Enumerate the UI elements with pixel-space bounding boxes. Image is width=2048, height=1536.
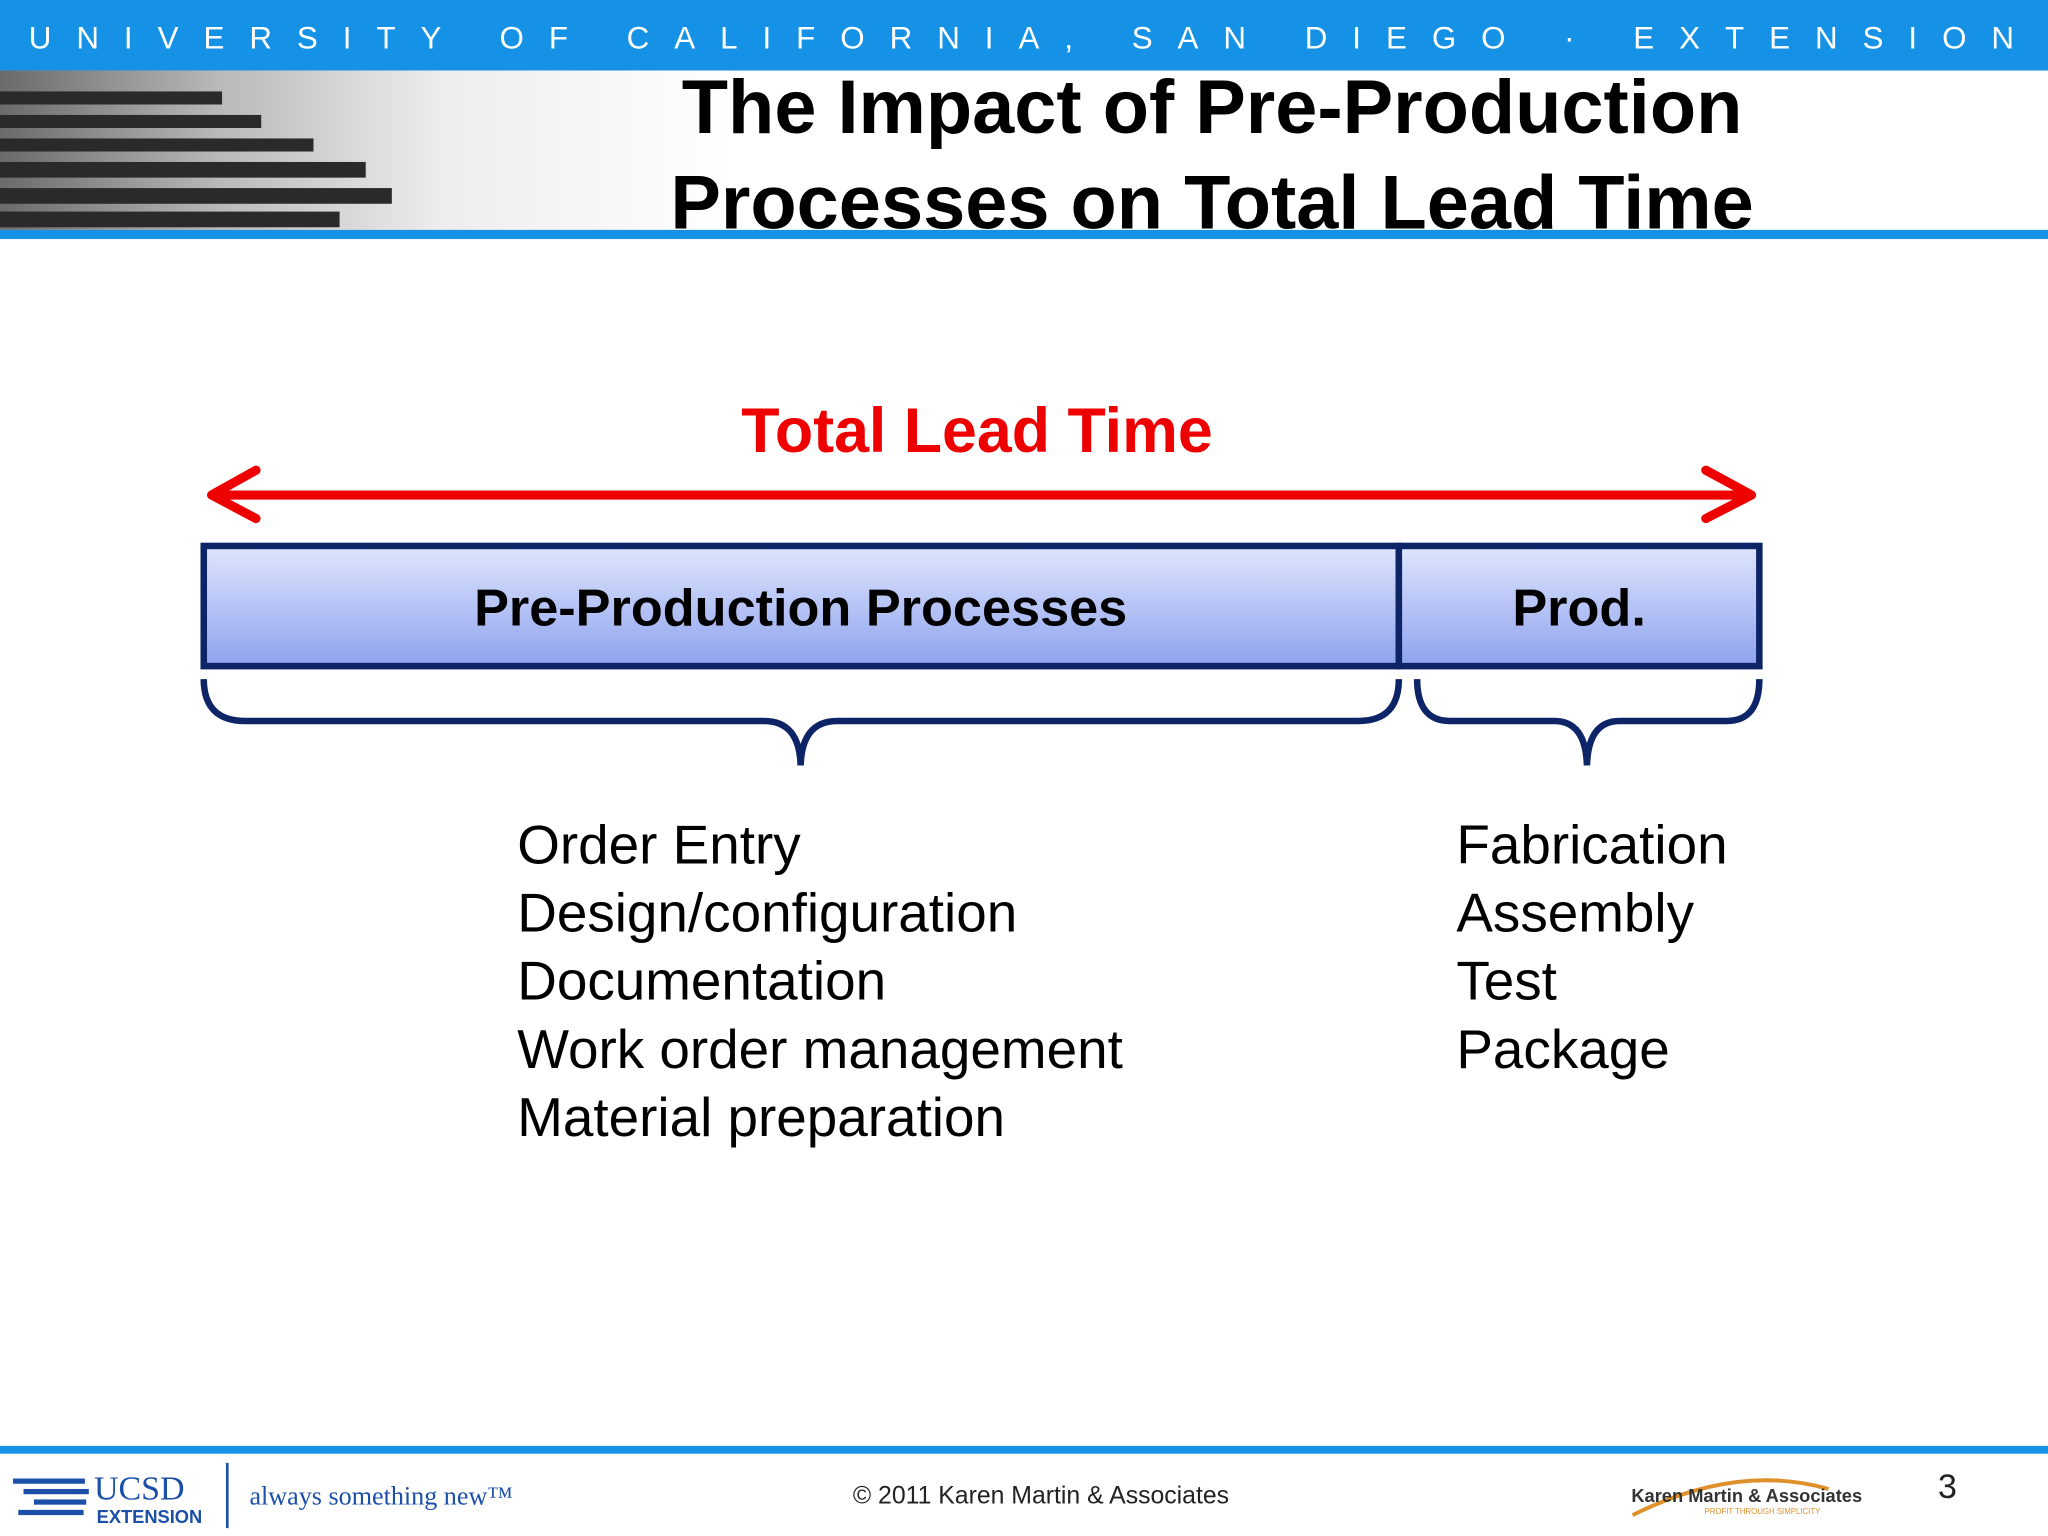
braces — [200, 679, 1763, 766]
copyright: © 2011 Karen Martin & Associates — [853, 1482, 1229, 1509]
ucsd-logo-mark — [13, 1478, 89, 1516]
footer-rule — [0, 1445, 2048, 1454]
list-item: Order Entry — [517, 813, 801, 875]
item-lists: Order Entry Design/configurationDocumenta… — [517, 813, 1727, 1148]
list-item: Test — [1456, 950, 1557, 1012]
list-item: Material preparation — [517, 1086, 1005, 1148]
list-item: Fabrication — [1456, 813, 1727, 875]
header-rule — [0, 229, 2048, 240]
ucsd-logo: UCSD — [94, 1470, 185, 1507]
span-arrow — [207, 465, 1757, 524]
banner-bar — [0, 0, 2048, 71]
segment-box — [200, 542, 1403, 670]
company-logo: Karen Martin & Associates — [1631, 1485, 1862, 1506]
list-item: Work order management — [517, 1018, 1123, 1080]
company-tagline: PROFIT THROUGH SIMPLICITY — [1704, 1507, 1821, 1516]
tagline: always something new™ — [249, 1482, 512, 1511]
list-item: Design/configuration — [517, 882, 1017, 944]
company-swoosh — [1631, 1478, 1830, 1517]
segment-label: Prod. — [1512, 580, 1646, 638]
building-graphic — [0, 91, 392, 228]
span-label: Total Lead Time — [741, 396, 1212, 466]
list-item: Documentation — [517, 950, 886, 1012]
ucsd-logo-sub: EXTENSION — [97, 1506, 203, 1527]
slide-title: Processes on Total Lead Time — [670, 161, 1753, 246]
list-item: Assembly — [1456, 882, 1694, 944]
slide-title: The Impact of Pre-Production — [682, 65, 1743, 150]
segment-box — [1395, 542, 1763, 670]
page-number: 3 — [1938, 1468, 1957, 1506]
segment-label: Pre-Production Processes — [474, 580, 1127, 638]
list-item: Package — [1456, 1018, 1669, 1080]
